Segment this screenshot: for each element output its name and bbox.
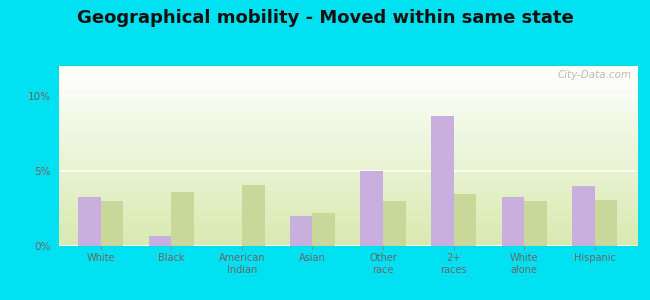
Bar (290, 216, 313, 246)
Text: Geographical mobility - Moved within same state: Geographical mobility - Moved within sam… (77, 9, 573, 27)
Bar (242, 184, 265, 246)
Bar (502, 196, 524, 246)
Bar (595, 200, 618, 246)
Bar (431, 116, 454, 246)
Bar (572, 186, 595, 246)
Bar (383, 201, 406, 246)
Bar (524, 201, 547, 246)
Bar (361, 171, 383, 246)
Bar (101, 201, 124, 246)
Text: City-Data.com: City-Data.com (557, 70, 631, 80)
Bar (149, 236, 172, 246)
Bar (172, 192, 194, 246)
Bar (78, 196, 101, 246)
Bar (454, 194, 476, 246)
Bar (313, 213, 335, 246)
